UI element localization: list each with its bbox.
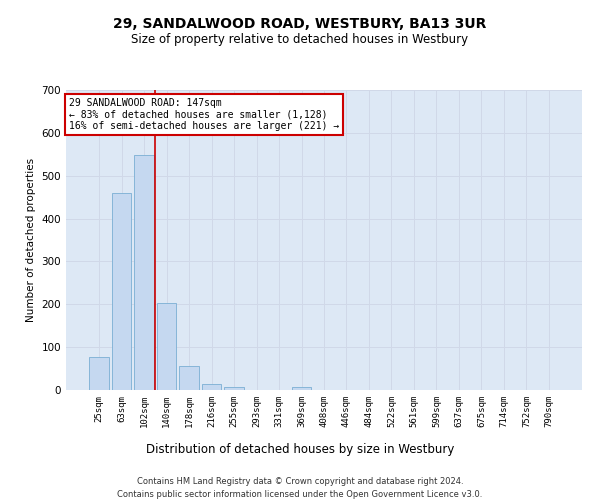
Text: Contains HM Land Registry data © Crown copyright and database right 2024.: Contains HM Land Registry data © Crown c… <box>137 478 463 486</box>
Bar <box>292 386 311 390</box>
Bar <box>134 155 154 390</box>
Text: Contains public sector information licensed under the Open Government Licence v3: Contains public sector information licen… <box>118 490 482 499</box>
Y-axis label: Number of detached properties: Number of detached properties <box>26 158 36 322</box>
Bar <box>202 384 221 390</box>
Bar <box>89 356 109 390</box>
Text: 29, SANDALWOOD ROAD, WESTBURY, BA13 3UR: 29, SANDALWOOD ROAD, WESTBURY, BA13 3UR <box>113 18 487 32</box>
Bar <box>179 366 199 390</box>
Text: Distribution of detached houses by size in Westbury: Distribution of detached houses by size … <box>146 442 454 456</box>
Bar <box>112 193 131 390</box>
Text: Size of property relative to detached houses in Westbury: Size of property relative to detached ho… <box>131 32 469 46</box>
Text: 29 SANDALWOOD ROAD: 147sqm
← 83% of detached houses are smaller (1,128)
16% of s: 29 SANDALWOOD ROAD: 147sqm ← 83% of deta… <box>68 98 339 130</box>
Bar <box>157 303 176 390</box>
Bar <box>224 386 244 390</box>
